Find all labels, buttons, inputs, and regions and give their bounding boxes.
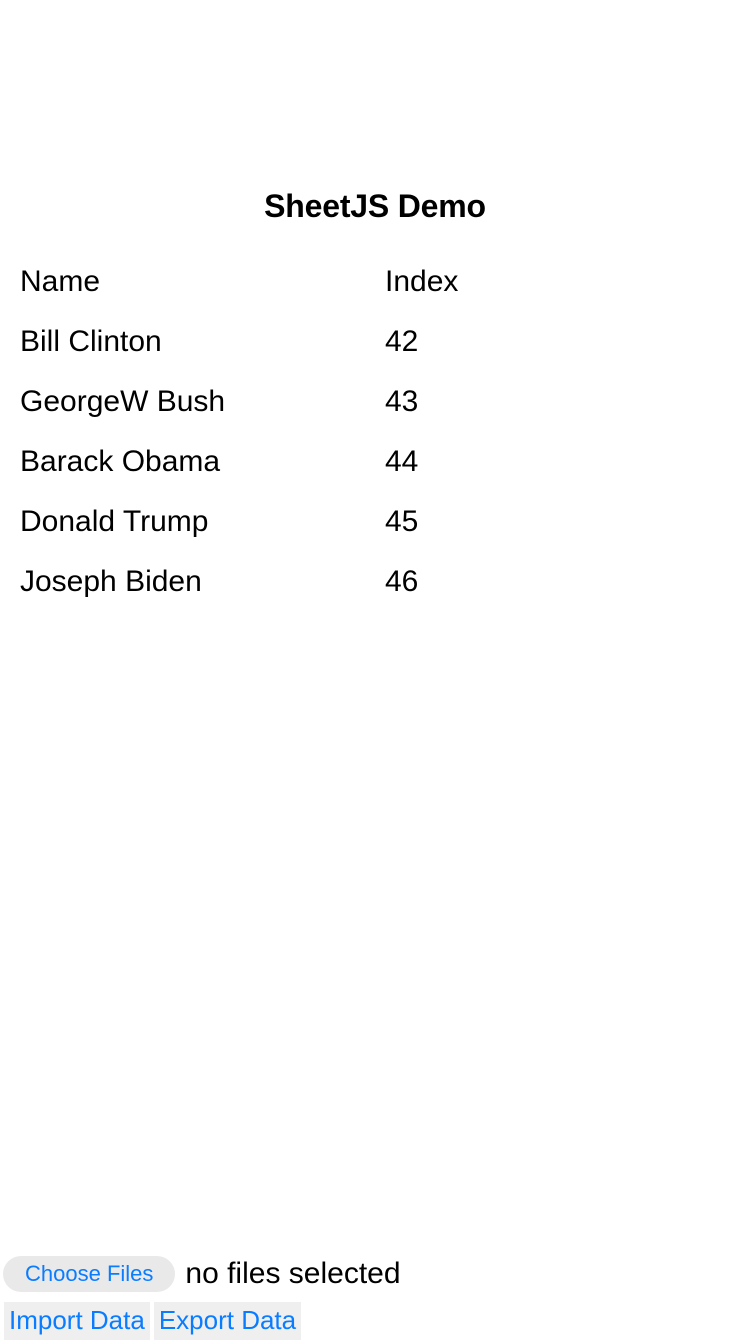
import-data-button[interactable]: Import Data [4,1302,150,1340]
table-row: Donald Trump 45 [20,492,585,552]
cell-index: 45 [385,505,419,538]
cell-index: 43 [385,385,419,418]
cell-name: Barack Obama [20,445,221,478]
page-title: SheetJS Demo [264,188,486,225]
cell-index: 46 [385,565,419,598]
choose-files-button[interactable]: Choose Files [3,1256,176,1292]
file-selection-status: no files selected [185,1257,401,1290]
column-header-name: Name [20,265,101,298]
sheet-data-table: Name Index Bill Clinton 42 GeorgeW Bush … [20,252,585,612]
cell-index: 44 [385,445,419,478]
table-row: Joseph Biden 46 [20,552,585,612]
table-row: Barack Obama 44 [20,432,585,492]
action-button-row: Import Data Export Data [0,1302,750,1340]
table-header-row: Name Index [20,252,585,312]
cell-name: Joseph Biden [20,565,202,598]
cell-name: Bill Clinton [20,325,162,358]
export-data-button[interactable]: Export Data [153,1302,302,1340]
column-header-index: Index [385,265,459,298]
file-input-row: Choose Files no files selected [0,1249,750,1299]
table-row: GeorgeW Bush 43 [20,372,585,432]
cell-name: GeorgeW Bush [20,385,226,418]
table-row: Bill Clinton 42 [20,312,585,372]
cell-name: Donald Trump [20,505,209,538]
cell-index: 42 [385,325,419,358]
